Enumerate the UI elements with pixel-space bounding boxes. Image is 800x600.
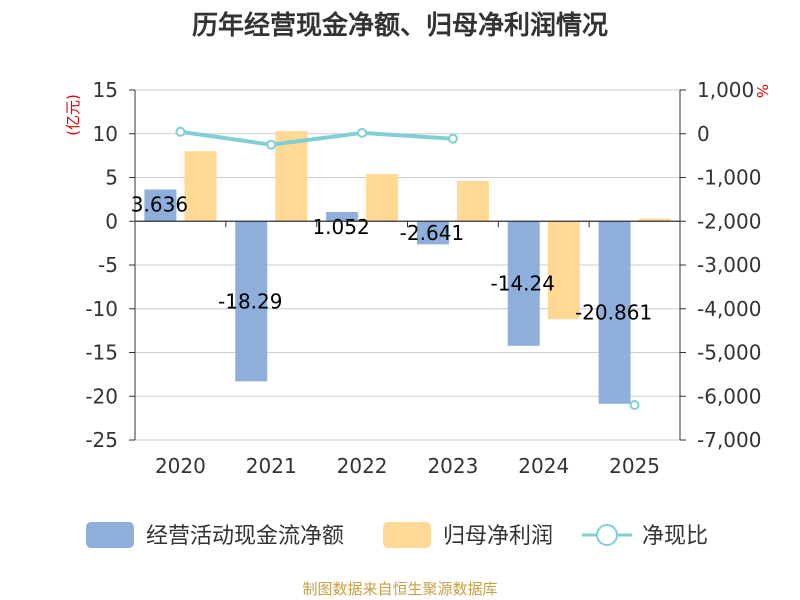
x-tick-label: 2020: [155, 454, 206, 478]
bar-series: [144, 131, 671, 404]
right-tick-label: 0: [697, 122, 710, 146]
right-tick-label: -1,000: [697, 166, 761, 190]
legend-swatch-ratio-marker: [596, 524, 618, 546]
right-tick-label: 1,000: [697, 78, 754, 102]
chart-title: 历年经营现金净额、归母净利润情况: [192, 10, 608, 41]
left-tick-label: -20: [85, 384, 118, 408]
cashflow-data-label: -18.29: [218, 289, 282, 313]
data-labels: 3.636 -18.29 1.052 -2.641 -14.24 -20.861: [131, 192, 652, 324]
cashflow-bar: [235, 221, 268, 382]
cashflow-data-label: 1.052: [312, 215, 369, 239]
ratio-point: [447, 133, 458, 144]
left-tick-label: 15: [93, 78, 118, 102]
left-tick-label: -15: [85, 341, 118, 365]
x-tick-label: 2022: [337, 454, 388, 478]
ratio-line: [180, 129, 454, 147]
right-tick-label: -4,000: [697, 297, 761, 321]
net-profit-bar: [366, 174, 399, 222]
legend-label-ratio: 净现比: [642, 524, 708, 549]
net-profit-bar: [184, 151, 217, 222]
left-tick-label: 0: [105, 209, 118, 233]
ratio-point: [175, 126, 186, 137]
cashflow-data-label: -14.24: [491, 272, 555, 296]
cashflow-bar: [507, 221, 540, 346]
gridlines: [135, 89, 680, 441]
x-tick-label: 2025: [609, 454, 660, 478]
left-axis-unit: (亿元): [64, 94, 82, 136]
legend-swatch-cashflow: [86, 522, 134, 548]
left-tick-label: 10: [93, 122, 118, 146]
x-tick-label: 2021: [246, 454, 297, 478]
line-series: [175, 126, 640, 410]
ratio-point: [357, 127, 368, 138]
right-axis: 1,000 0 -1,000 -2,000 -3,000 -4,000 -5,000 -6,0…: [679, 78, 761, 452]
x-tick-label: 2023: [427, 454, 478, 478]
cashflow-data-label: -2.641: [400, 221, 464, 245]
legend: 经营活动现金流净额 归母净利润 净现比: [86, 522, 708, 549]
source-note: 制图数据来自恒生聚源数据库: [302, 580, 497, 598]
legend-label-net-profit: 归母净利润: [443, 524, 553, 549]
left-tick-label: 5: [105, 166, 118, 190]
right-tick-label: -6,000: [697, 384, 761, 408]
x-tick-label: 2024: [518, 454, 569, 478]
cashflow-bar: [416, 221, 449, 245]
net-profit-bar: [456, 181, 489, 222]
left-axis: 15 10 5 0 -5 -10 -15 -20 -25: [85, 78, 136, 452]
legend-swatch-net-profit: [383, 522, 431, 548]
left-tick-label: -5: [98, 253, 118, 277]
x-axis: 2020 2021 2022 2023 2024 2025: [134, 220, 681, 478]
cashflow-data-label: 3.636: [131, 192, 188, 216]
right-tick-label: -3,000: [697, 253, 761, 277]
legend-label-cashflow: 经营活动现金流净额: [146, 524, 344, 549]
net-profit-bar: [275, 131, 308, 222]
right-tick-label: -5,000: [697, 341, 761, 365]
left-tick-label: -25: [85, 428, 118, 452]
net-profit-bar: [638, 218, 671, 222]
cashflow-bar: [598, 221, 631, 404]
right-tick-label: -7,000: [697, 428, 761, 452]
cashflow-bar: [144, 189, 177, 222]
cashflow-bar: [326, 212, 359, 222]
cashflow-data-label: -20.861: [575, 301, 652, 325]
left-tick-label: -10: [85, 297, 118, 321]
ratio-point: [266, 139, 277, 150]
right-axis-unit: %: [753, 84, 771, 98]
right-tick-label: -2,000: [697, 209, 761, 233]
ratio-point: [629, 400, 640, 410]
net-profit-bar: [547, 221, 580, 320]
